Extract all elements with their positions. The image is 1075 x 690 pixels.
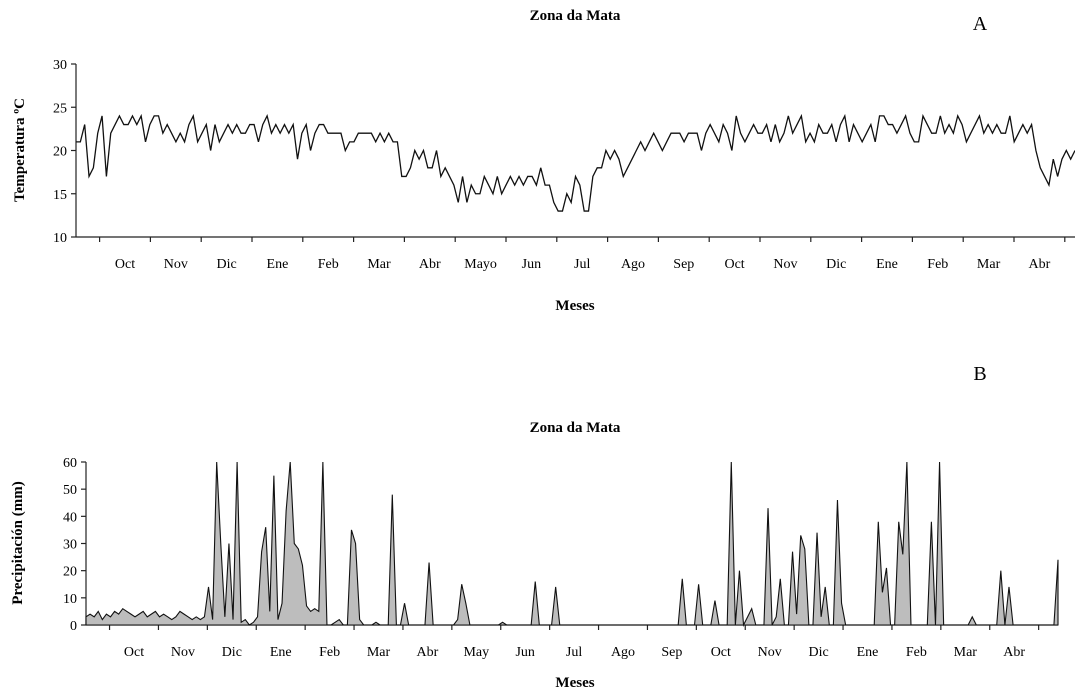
chart-b-x-tick-label: Mar	[954, 645, 978, 660]
chart-a-x-tick-label: Feb	[318, 257, 339, 272]
chart-a-x-tick-label: Ene	[267, 257, 289, 272]
chart-a-x-tick-label: Nov	[773, 257, 797, 272]
chart-a-x-tick-label: Mar	[367, 257, 391, 272]
chart-b-x-tick-label: Sep	[661, 645, 682, 660]
chart-a-x-tick-label: Nov	[164, 257, 188, 272]
chart-b-y-tick-label: 60	[63, 456, 77, 471]
chart-a-x-tick-label: Mayo	[464, 257, 497, 272]
chart-b-x-tick-label: Oct	[124, 645, 144, 660]
chart-a-y-tick-label: 10	[53, 231, 67, 246]
chart-b-x-tick-label: Jun	[515, 645, 534, 660]
chart-b-x-tick-label: Oct	[711, 645, 731, 660]
chart-a-x-tick-label: Mar	[977, 257, 1001, 272]
chart-b-x-axis-label: Meses	[555, 675, 594, 690]
chart-b-x-tick-label: Feb	[906, 645, 927, 660]
chart-b-x-tick-label: Abr	[1003, 645, 1025, 660]
chart-a-y-tick-label: 20	[53, 145, 67, 160]
chart-b-x-tick-label: Abr	[417, 645, 439, 660]
chart-b-title: Zona da Mata	[530, 420, 621, 436]
chart-b-series-area	[85, 461, 1059, 628]
chart-a-x-tick-label: Jul	[574, 257, 590, 272]
chart-a-series	[76, 113, 1075, 212]
chart-b-y-axis-label: Precipitación (mm)	[10, 481, 26, 604]
chart-b-series	[85, 461, 1059, 628]
chart-b-y-tick-label: 50	[63, 483, 77, 498]
chart-b-y-tick-label: 30	[63, 538, 77, 553]
chart-a-y-tick-label: 30	[53, 58, 67, 73]
chart-a-x-tick-label: Oct	[115, 257, 135, 272]
chart-a-x-tick-label: Dic	[826, 257, 846, 272]
chart-b-x-tick-label: Ago	[611, 645, 635, 660]
chart-b-panel-letter: B	[973, 363, 986, 385]
chart-a-title: Zona da Mata	[530, 8, 621, 24]
chart-a-x-tick-label: Ene	[876, 257, 898, 272]
chart-b-x-tick-label: Mar	[367, 645, 391, 660]
chart-b-x-tick-label: May	[463, 645, 489, 660]
chart-b-x-tick-label: Dic	[808, 645, 828, 660]
chart-a-series-line	[76, 113, 1075, 212]
chart-a-panel-letter: A	[973, 13, 988, 35]
chart-b-y-tick-label: 20	[63, 565, 77, 580]
chart-b-y-tick-label: 10	[63, 592, 77, 607]
chart-a-x-tick-label: Ago	[621, 257, 645, 272]
chart-a-y-tick-label: 15	[53, 188, 67, 203]
chart-b-x-tick-label: Nov	[171, 645, 195, 660]
chart-b-x-tick-label: Feb	[319, 645, 340, 660]
chart-b-x-tick-label: Ene	[857, 645, 879, 660]
chart-a-x-tick-label: Jun	[522, 257, 541, 272]
chart-b-x-tick-label: Jul	[566, 645, 582, 660]
chart-a-x-tick-label: Feb	[927, 257, 948, 272]
chart-b-y-tick-label: 0	[70, 619, 77, 634]
chart-a-x-axis-label: Meses	[555, 298, 594, 314]
chart-a-x-tick-label: Oct	[724, 257, 744, 272]
chart-b-y-tick-label: 40	[63, 510, 77, 525]
chart-a-x-tick-label: Dic	[216, 257, 236, 272]
chart-a-x-tick-label: Abr	[1029, 257, 1051, 272]
chart-a-axes: 10 15 20 25 30 Oct Nov Dic Ene Feb Mar Abr Mayo Jun Ju…	[53, 58, 1075, 272]
chart-a-y-tick-label: 25	[53, 101, 67, 116]
chart-b-x-tick-label: Dic	[222, 645, 242, 660]
chart-a-x-tick-label: Abr	[419, 257, 441, 272]
chart-a-y-axis-label: Temperatura ºC	[12, 98, 28, 202]
chart-a-x-tick-label: Sep	[673, 257, 694, 272]
chart-b-x-tick-label: Ene	[270, 645, 292, 660]
chart-b-x-tick-label: Nov	[758, 645, 782, 660]
